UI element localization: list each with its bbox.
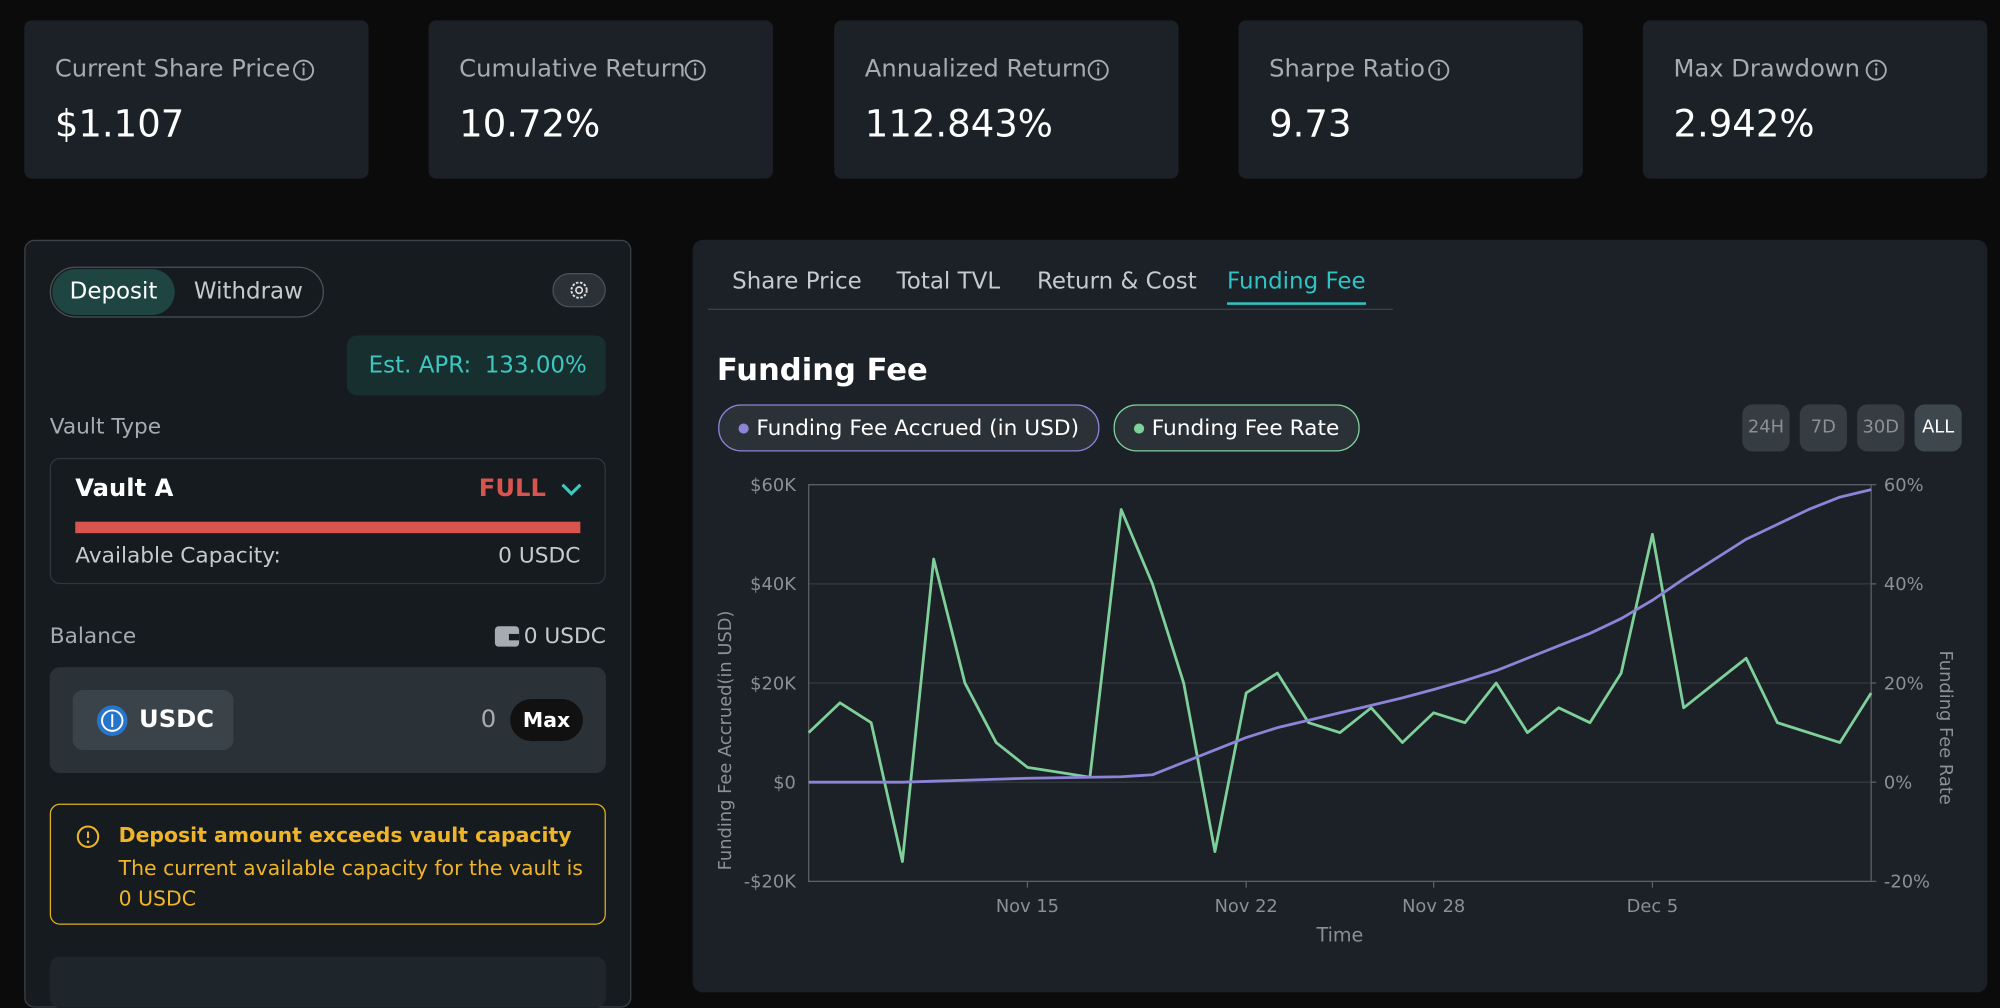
- warning-box: [49, 803, 606, 925]
- legend-label: Funding Fee Rate: [1151, 415, 1340, 441]
- x-tick-label: Nov 28: [1402, 896, 1465, 917]
- stat-value: 9.73: [1269, 102, 1352, 146]
- y2-tick-label: 0%: [1884, 773, 1912, 794]
- legend: Funding Fee Accrued (in USD) Funding Fee …: [718, 404, 1360, 452]
- chart-tab[interactable]: Total TVL: [896, 267, 1001, 295]
- apr-value: 133.00%: [484, 352, 587, 379]
- legend-item[interactable]: Funding Fee Rate: [1113, 404, 1360, 452]
- range-button[interactable]: ALL: [1914, 404, 1962, 452]
- apr-label: Est. APR:: [368, 352, 472, 379]
- apr-badge: [346, 335, 606, 396]
- stat-label: Sharpe Ratio: [1269, 54, 1425, 83]
- stat-value: 112.843%: [864, 102, 1053, 146]
- y-tick-label: $0: [773, 773, 796, 794]
- y2-tick-label: -20%: [1884, 872, 1930, 893]
- settings-button[interactable]: [552, 272, 606, 308]
- balance-value: 0 USDC: [523, 623, 606, 650]
- capacity-value: 0 USDC: [498, 543, 581, 569]
- dashboard: Current Share Price $1.107 Cumulative Ret…: [24, 20, 1988, 1008]
- wallet-icon: [494, 626, 520, 647]
- capacity-bar: [75, 521, 581, 534]
- chart: -$20K $0 $20K $40K $60K -20% 0% 20% 40% 60% Nov 15…: [715, 475, 1956, 946]
- warning-icon: [76, 825, 100, 848]
- usdc-icon: [96, 705, 128, 736]
- stat-label: Annualized Return: [864, 54, 1087, 83]
- token-name: USDC: [139, 705, 215, 734]
- stat-card: Cumulative Return 10.72%: [428, 20, 773, 179]
- stat-card: Sharpe Ratio 9.73: [1238, 20, 1583, 179]
- x-tick-label: Dec 5: [1627, 896, 1679, 917]
- chart-panel: [692, 239, 1988, 993]
- x-tick-label: Nov 22: [1215, 896, 1278, 917]
- range-button[interactable]: 24H: [1742, 404, 1790, 452]
- stat-card: Current Share Price $1.107: [24, 20, 369, 179]
- stat-label: Max Drawdown: [1673, 54, 1860, 83]
- next-section: [49, 956, 606, 1008]
- stat-value: $1.107: [54, 102, 185, 146]
- vault-name: Vault A: [75, 474, 174, 503]
- legend-swatch: [738, 422, 749, 434]
- chart-tab-active[interactable]: Funding Fee: [1227, 268, 1366, 305]
- chart-tab[interactable]: Return & Cost: [1036, 267, 1197, 295]
- stat-value: 10.72%: [459, 102, 601, 146]
- x-tick-label: Nov 15: [996, 896, 1059, 917]
- balance-label: Balance: [49, 623, 137, 650]
- warning-text: The current available capacity for the v…: [118, 855, 583, 911]
- chart-title: Funding Fee: [716, 352, 928, 388]
- y2-tick-label: 40%: [1884, 574, 1924, 595]
- legend-swatch: [1133, 422, 1145, 434]
- y-tick-label: $40K: [750, 574, 797, 595]
- stat-card: Annualized Return 112.843%: [834, 20, 1179, 179]
- tab-group: [49, 266, 324, 318]
- series-line: [807, 508, 1873, 863]
- y-tick-label: $60K: [750, 475, 797, 496]
- tab-line: [707, 308, 1393, 310]
- stat-card: Max Drawdown 2.942%: [1642, 20, 1988, 179]
- vault-box[interactable]: [49, 457, 606, 585]
- withdraw-tab[interactable]: Withdraw: [193, 278, 303, 305]
- stat-label: Cumulative Return: [459, 54, 686, 83]
- series-line: [808, 488, 1872, 784]
- amount-value: 0: [480, 705, 497, 734]
- y2-axis-title: Funding Fee Rate: [1935, 651, 1956, 805]
- y2-tick-label: 20%: [1884, 673, 1924, 694]
- y2-tick-label: 60%: [1884, 475, 1924, 496]
- chart-tab[interactable]: Share Price: [732, 267, 862, 295]
- capacity-label: Available Capacity:: [75, 543, 281, 569]
- legend-item[interactable]: Funding Fee Accrued (in USD): [718, 404, 1100, 452]
- range-button[interactable]: 30D: [1857, 404, 1905, 452]
- stat-label: Current Share Price: [54, 54, 291, 83]
- range-button[interactable]: 7D: [1799, 404, 1847, 452]
- y-tick-label: -$20K: [744, 872, 797, 893]
- info-icons: [293, 59, 1887, 81]
- y-axis-title: Funding Fee Accrued(in USD): [715, 610, 736, 870]
- vault-type-label: Vault Type: [49, 414, 162, 441]
- vault-status: FULL: [478, 474, 546, 503]
- deposit-tab[interactable]: Deposit: [52, 269, 175, 316]
- plot-frame: [808, 484, 1872, 883]
- stat-value: 2.942%: [1673, 102, 1815, 146]
- x-axis-title: Time: [1316, 923, 1364, 946]
- legend-label: Funding Fee Accrued (in USD): [756, 415, 1080, 441]
- chevron[interactable]: [559, 480, 585, 498]
- max-button[interactable]: Max: [510, 698, 583, 742]
- warning-title: Deposit amount exceeds vault capacity: [118, 822, 572, 847]
- y-tick-label: $20K: [750, 673, 797, 694]
